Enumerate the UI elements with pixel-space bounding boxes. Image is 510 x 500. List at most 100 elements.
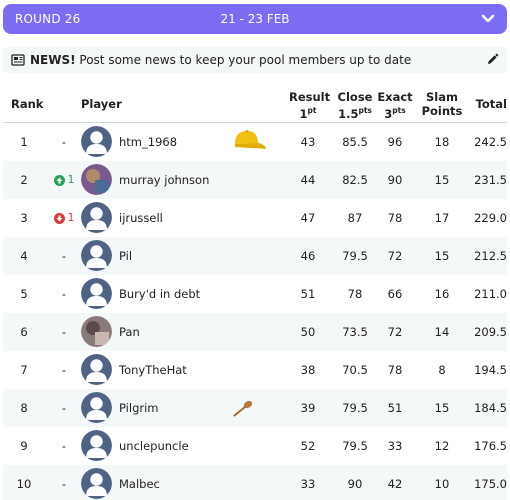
rank-change: -	[47, 477, 81, 491]
avatar[interactable]	[81, 354, 112, 385]
player-name[interactable]: TonyTheHat	[119, 363, 187, 377]
header-result[interactable]: Result 1pt	[289, 90, 331, 121]
player-name[interactable]: murray johnson	[119, 173, 210, 187]
player-name[interactable]: Bury'd in debt	[119, 287, 201, 301]
arrow-up-icon	[53, 174, 65, 186]
exact-points: 33	[387, 439, 403, 453]
avatar[interactable]	[81, 240, 112, 271]
header-result-unit: pt	[307, 106, 317, 115]
news-text: NEWS! Post some news to keep your pool m…	[30, 53, 411, 67]
rank-change-value: -	[61, 439, 67, 453]
player-name[interactable]: htm_1968	[119, 135, 178, 149]
exact-points: 90	[387, 173, 403, 187]
header-result-label: Result	[289, 90, 331, 104]
total-points: 242.5	[474, 135, 507, 149]
header-exact[interactable]: Exact 3pts	[376, 90, 414, 121]
close-points: 70.5	[342, 363, 368, 377]
rank-change: 1	[47, 211, 81, 225]
rank-change: -	[47, 439, 81, 453]
avatar[interactable]	[81, 468, 112, 499]
table-row[interactable]: 8 - Pilgrim 39 79.5 51 15 184.5	[3, 389, 507, 427]
exact-points: 72	[387, 325, 403, 339]
avatar[interactable]	[81, 164, 112, 195]
rank-cell: 10	[16, 477, 32, 491]
header-close[interactable]: Close 1.5pts	[336, 90, 374, 121]
avatar[interactable]	[81, 278, 112, 309]
rank-cell: 8	[20, 401, 28, 415]
player-name[interactable]: Malbec	[119, 477, 160, 491]
slam-points: 12	[434, 439, 450, 453]
total-points: 175.0	[474, 477, 507, 491]
header-player[interactable]: Player	[81, 97, 122, 111]
news-banner: NEWS! Post some news to keep your pool m…	[3, 47, 507, 73]
rank-change: -	[47, 325, 81, 339]
header-slam-label-1: Slam	[426, 90, 458, 104]
table-row[interactable]: 10 - Malbec 33 90 42 10 175.0	[3, 465, 507, 500]
header-total[interactable]: Total	[475, 97, 507, 111]
news-message: Post some news to keep your pool members…	[75, 53, 412, 67]
cap-icon	[231, 128, 267, 157]
round-selector[interactable]: ROUND 26 21 - 23 FEB	[3, 4, 507, 34]
table-row[interactable]: 2 1 murray johnson 44 82.5 90 15 231.5	[3, 161, 507, 199]
avatar[interactable]	[81, 202, 112, 233]
rank-change: -	[47, 249, 81, 263]
header-slam-points[interactable]: Slam Points	[419, 90, 465, 118]
slam-points: 10	[434, 477, 450, 491]
rank-change: -	[47, 135, 81, 149]
table-row[interactable]: 3 1 ijrussell 47 87 78 17 229.0	[3, 199, 507, 237]
news-strong: NEWS!	[30, 53, 76, 67]
table-row[interactable]: 6 - Pan 50 73.5 72 14 209.5	[3, 313, 507, 351]
player-name[interactable]: Pil	[119, 249, 133, 263]
close-points: 79.5	[342, 401, 368, 415]
header-exact-label: Exact	[377, 90, 413, 104]
round-dates: 21 - 23 FEB	[220, 12, 290, 26]
rank-cell: 4	[20, 249, 28, 263]
slam-points: 18	[434, 135, 450, 149]
header-close-unit: pts	[358, 106, 372, 115]
exact-points: 78	[387, 363, 403, 377]
player-name[interactable]: ijrussell	[119, 211, 163, 225]
rank-change-value: -	[61, 135, 67, 149]
rank-cell: 7	[20, 363, 28, 377]
rank-change-value: -	[61, 363, 67, 377]
chevron-down-icon[interactable]	[481, 13, 495, 25]
close-points: 73.5	[342, 325, 368, 339]
rank-change-value: 1	[67, 211, 75, 224]
rank-cell: 1	[20, 135, 28, 149]
result-points: 43	[300, 135, 316, 149]
header-close-label: Close	[337, 90, 373, 104]
table-row[interactable]: 7 - TonyTheHat 38 70.5 78 8 194.5	[3, 351, 507, 389]
pencil-icon[interactable]	[486, 53, 499, 66]
table-row[interactable]: 1 - htm_1968 43 85.5 96 18 242.5	[3, 123, 507, 161]
rank-change-value: -	[61, 325, 67, 339]
header-slam-label-2: Points	[421, 104, 463, 118]
total-points: 209.5	[474, 325, 507, 339]
result-points: 52	[300, 439, 316, 453]
slam-points: 15	[434, 401, 450, 415]
close-points: 78	[347, 287, 363, 301]
player-name[interactable]: Pilgrim	[119, 401, 159, 415]
header-exact-points: 3	[384, 106, 393, 121]
table-row[interactable]: 5 - Bury'd in debt 51 78 66 16 211.0	[3, 275, 507, 313]
avatar[interactable]	[81, 392, 112, 423]
exact-points: 96	[387, 135, 403, 149]
total-points: 229.0	[474, 211, 507, 225]
rank-cell: 3	[20, 211, 28, 225]
result-points: 38	[300, 363, 316, 377]
table-row[interactable]: 4 - Pil 46 79.5 72 15 212.5	[3, 237, 507, 275]
header-rank[interactable]: Rank	[11, 97, 44, 111]
rank-change-value: 1	[67, 173, 75, 186]
player-name[interactable]: unclepuncle	[119, 439, 189, 453]
rank-change-value: -	[61, 249, 67, 263]
avatar[interactable]	[81, 430, 112, 461]
result-points: 46	[300, 249, 316, 263]
exact-points: 72	[387, 249, 403, 263]
player-name[interactable]: Pan	[119, 325, 140, 339]
spoon-icon	[232, 400, 254, 421]
table-row[interactable]: 9 - unclepuncle 52 79.5 33 12 176.5	[3, 427, 507, 465]
close-points: 87	[347, 211, 363, 225]
total-points: 194.5	[474, 363, 507, 377]
result-points: 50	[300, 325, 316, 339]
avatar[interactable]	[81, 126, 112, 157]
avatar[interactable]	[81, 316, 112, 347]
